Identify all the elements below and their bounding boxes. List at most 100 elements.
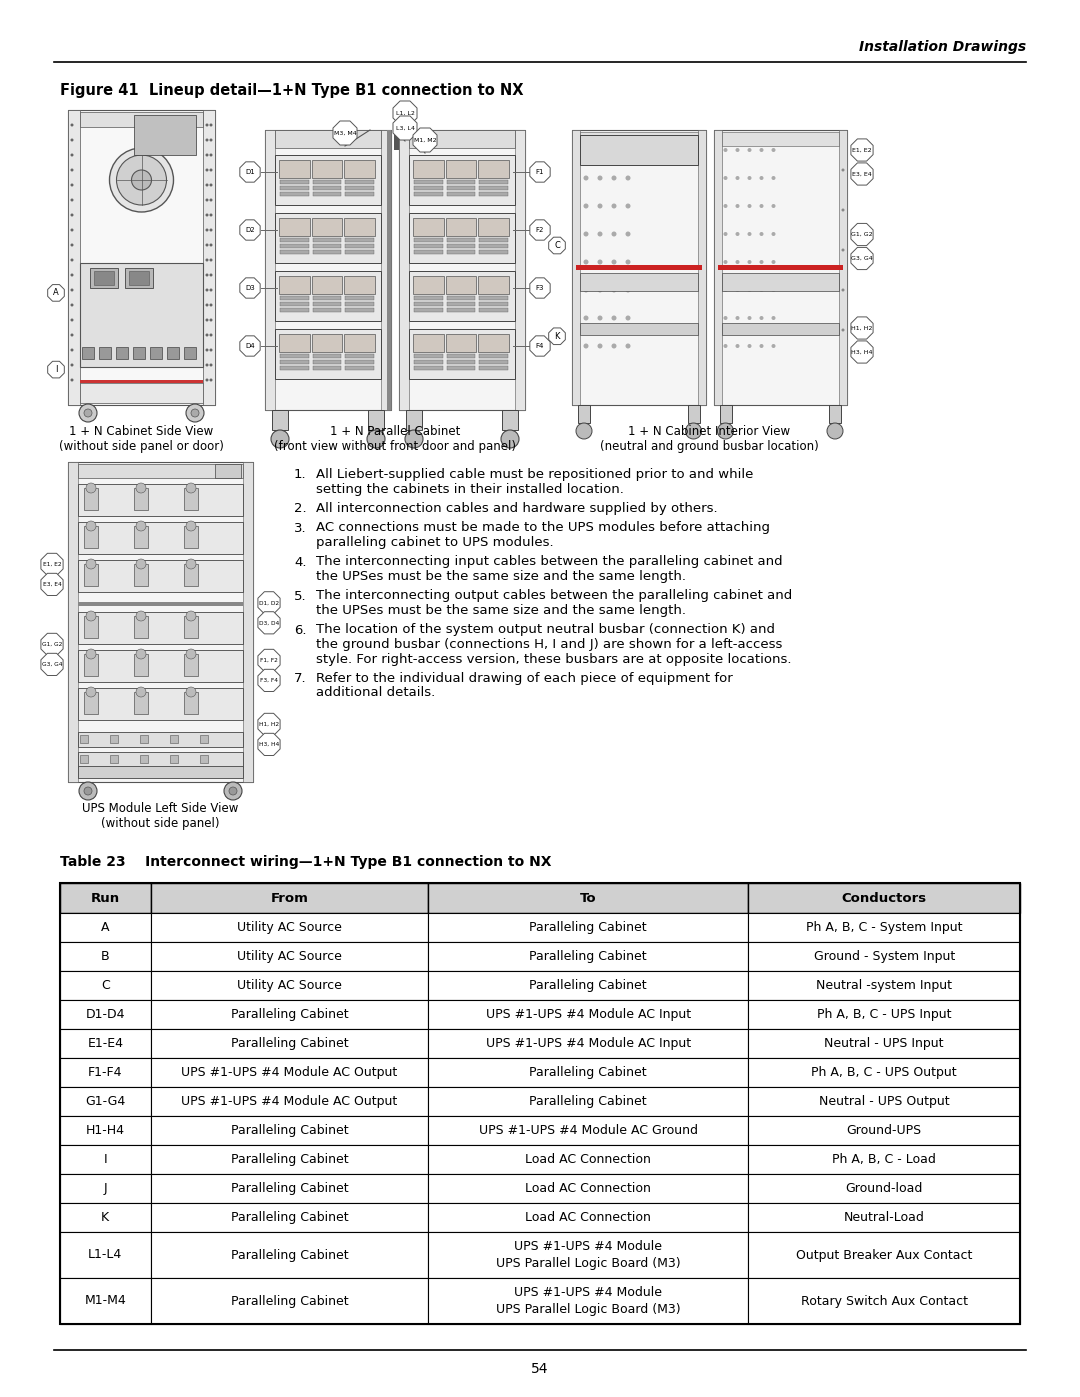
Bar — [134, 564, 148, 585]
Bar — [313, 353, 341, 358]
Bar — [399, 130, 525, 409]
Bar — [280, 237, 309, 242]
Text: Run: Run — [91, 891, 120, 904]
Text: L3, L4: L3, L4 — [395, 126, 415, 130]
Polygon shape — [530, 162, 550, 182]
Circle shape — [136, 483, 146, 493]
Text: paralleling cabinet to UPS modules.: paralleling cabinet to UPS modules. — [316, 536, 554, 549]
Bar — [409, 212, 515, 263]
Bar — [478, 334, 509, 352]
Text: AC connections must be made to the UPS modules before attaching: AC connections must be made to the UPS m… — [316, 521, 770, 535]
Text: Output Breaker Aux Contact: Output Breaker Aux Contact — [796, 1249, 972, 1261]
Bar — [84, 654, 98, 676]
Text: G1-G4: G1-G4 — [85, 1095, 125, 1108]
Circle shape — [70, 319, 73, 321]
Bar — [150, 1087, 429, 1116]
Polygon shape — [48, 362, 65, 379]
Text: Installation Drawings: Installation Drawings — [859, 41, 1026, 54]
Text: Refer to the individual drawing of each piece of equipment for: Refer to the individual drawing of each … — [316, 672, 732, 685]
Circle shape — [70, 274, 73, 277]
Circle shape — [771, 176, 775, 180]
Circle shape — [205, 229, 208, 232]
Text: A: A — [102, 921, 109, 935]
Text: 1 + N Cabinet Side View: 1 + N Cabinet Side View — [69, 425, 214, 439]
Text: UPS Parallel Logic Board (M3): UPS Parallel Logic Board (M3) — [496, 1257, 680, 1270]
Circle shape — [86, 521, 96, 531]
Text: J: J — [104, 1182, 107, 1194]
Bar — [345, 334, 375, 352]
Bar — [480, 360, 508, 365]
Circle shape — [747, 316, 752, 320]
Bar — [80, 735, 87, 743]
Text: 6.: 6. — [294, 623, 307, 637]
Bar — [447, 191, 475, 196]
Text: The interconnecting input cables between the paralleling cabinet and: The interconnecting input cables between… — [316, 556, 783, 569]
Polygon shape — [48, 285, 65, 302]
Bar — [429, 1000, 748, 1030]
Bar — [265, 130, 391, 409]
Bar — [502, 409, 518, 430]
Circle shape — [205, 169, 208, 172]
Circle shape — [724, 344, 728, 348]
Text: Ground-load: Ground-load — [846, 1182, 922, 1194]
Bar — [688, 405, 700, 423]
Text: M1-M4: M1-M4 — [84, 1295, 126, 1308]
Circle shape — [827, 423, 843, 439]
Circle shape — [597, 232, 603, 236]
Text: additional details.: additional details. — [316, 686, 435, 700]
Bar — [580, 272, 698, 291]
Bar — [280, 180, 309, 184]
Polygon shape — [240, 278, 260, 298]
Text: Figure 41  Lineup detail—1+N Type B1 connection to NX: Figure 41 Lineup detail—1+N Type B1 conn… — [60, 82, 524, 98]
Bar — [748, 1278, 1020, 1324]
Circle shape — [583, 176, 589, 180]
Text: Paralleling Cabinet: Paralleling Cabinet — [231, 1211, 348, 1224]
Bar — [215, 464, 241, 478]
Bar — [429, 971, 748, 1000]
Circle shape — [210, 214, 213, 217]
Circle shape — [597, 260, 603, 264]
Bar — [346, 180, 374, 184]
Circle shape — [210, 348, 213, 352]
Bar — [78, 464, 243, 478]
Text: UPS #1-UPS #4 Module AC Output: UPS #1-UPS #4 Module AC Output — [181, 1095, 397, 1108]
Circle shape — [79, 404, 97, 422]
Circle shape — [205, 348, 208, 352]
Polygon shape — [258, 733, 280, 756]
Bar — [125, 268, 153, 288]
Bar — [414, 302, 443, 306]
Bar — [68, 110, 80, 405]
Bar — [447, 186, 475, 190]
Bar — [80, 380, 203, 383]
Circle shape — [205, 154, 208, 156]
Bar — [480, 250, 508, 254]
Circle shape — [210, 379, 213, 381]
Bar — [447, 250, 475, 254]
Bar — [275, 155, 381, 205]
Circle shape — [759, 204, 764, 208]
Bar — [346, 237, 374, 242]
Circle shape — [625, 148, 631, 152]
Text: UPS Module Left Side View: UPS Module Left Side View — [82, 802, 239, 814]
Text: F2: F2 — [536, 226, 544, 233]
Circle shape — [210, 334, 213, 337]
Circle shape — [724, 176, 728, 180]
Circle shape — [86, 687, 96, 697]
Circle shape — [70, 379, 73, 381]
Circle shape — [597, 204, 603, 208]
Bar — [280, 250, 309, 254]
Text: Paralleling Cabinet: Paralleling Cabinet — [231, 1249, 348, 1261]
Text: H1, H2: H1, H2 — [259, 722, 279, 726]
Circle shape — [841, 249, 845, 251]
Bar — [279, 334, 310, 352]
Text: (without side panel): (without side panel) — [102, 817, 219, 830]
Text: UPS #1-UPS #4 Module AC Ground: UPS #1-UPS #4 Module AC Ground — [478, 1125, 698, 1137]
Bar — [409, 271, 515, 321]
Bar — [68, 462, 78, 782]
Bar — [478, 277, 509, 293]
Circle shape — [210, 169, 213, 172]
Circle shape — [367, 430, 384, 448]
Polygon shape — [333, 122, 357, 145]
Bar — [399, 130, 409, 409]
Text: 54: 54 — [531, 1362, 549, 1376]
